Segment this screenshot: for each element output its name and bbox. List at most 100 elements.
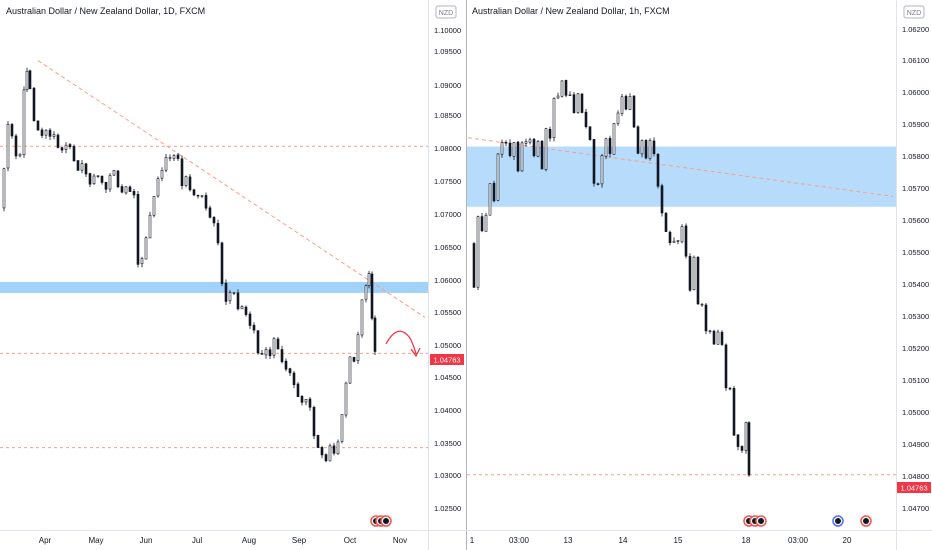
candle-body bbox=[588, 126, 592, 140]
candle-body bbox=[616, 112, 620, 124]
candle-body bbox=[192, 189, 196, 196]
candle-body bbox=[488, 183, 492, 216]
left-time-axis[interactable]: Apr May Jun Jul Aug Sep Oct Nov bbox=[39, 536, 407, 545]
left-event-markers[interactable] bbox=[370, 515, 392, 527]
candle-body bbox=[208, 207, 212, 218]
candle-body bbox=[552, 98, 556, 138]
trendline bbox=[37, 60, 426, 318]
left-x-tick: Apr bbox=[39, 536, 52, 545]
supply-zone bbox=[0, 281, 428, 293]
candle-body bbox=[692, 256, 696, 291]
left-candles bbox=[2, 67, 377, 463]
right-price-axis[interactable]: 1.06200 1.06100 1.06000 1.05900 1.05800 … bbox=[902, 25, 929, 513]
candle-body bbox=[240, 306, 244, 310]
right-x-tick: 13 bbox=[564, 536, 573, 545]
right-candles bbox=[472, 79, 751, 477]
left-last-price-label: 1.04763 bbox=[433, 356, 460, 365]
candle-body bbox=[144, 237, 148, 260]
candle-body bbox=[504, 142, 508, 144]
right-chart-title: Australian Dollar / New Zealand Dollar, … bbox=[472, 6, 670, 16]
candle-body bbox=[104, 181, 108, 190]
candle-body bbox=[476, 216, 480, 288]
candle-body bbox=[232, 292, 236, 294]
candle-body bbox=[312, 406, 316, 437]
left-x-tick: Nov bbox=[393, 536, 407, 545]
candle-body bbox=[320, 447, 324, 456]
candle-body bbox=[32, 87, 36, 122]
candle-body bbox=[68, 144, 72, 148]
candle-body bbox=[212, 216, 216, 224]
left-x-tick: May bbox=[88, 536, 103, 545]
candle-body bbox=[28, 70, 32, 90]
right-event-markers[interactable] bbox=[743, 515, 872, 527]
right-x-tick: 14 bbox=[619, 536, 628, 545]
left-x-tick: Jun bbox=[140, 536, 153, 545]
left-y-tick: 1.03000 bbox=[434, 471, 461, 480]
candle-body bbox=[576, 93, 580, 113]
left-y-tick: 1.07000 bbox=[434, 210, 461, 219]
left-y-tick: 1.09000 bbox=[434, 81, 461, 90]
candle-body bbox=[128, 186, 132, 192]
right-currency-label: NZD bbox=[907, 10, 921, 17]
candle-body bbox=[96, 175, 100, 177]
candle-body bbox=[140, 258, 144, 265]
left-y-tick: 1.08000 bbox=[434, 144, 461, 153]
left-y-tick: 1.09500 bbox=[434, 47, 461, 56]
candle-body bbox=[496, 153, 500, 201]
right-y-tick: 1.05700 bbox=[902, 184, 929, 193]
right-y-tick: 1.04800 bbox=[902, 472, 929, 481]
candle-body bbox=[744, 422, 748, 451]
candle-body bbox=[508, 142, 512, 156]
candle-body bbox=[184, 176, 188, 186]
candle-body bbox=[600, 155, 604, 185]
candle-body bbox=[168, 157, 172, 159]
left-y-tick: 1.04000 bbox=[434, 406, 461, 415]
left-price-axis[interactable]: 1.10000 1.09500 1.09000 1.08500 1.08000 … bbox=[434, 26, 461, 513]
right-chart-overlays bbox=[467, 137, 896, 476]
right-currency-badge[interactable]: NZD bbox=[903, 5, 925, 19]
right-y-tick: 1.06200 bbox=[902, 25, 929, 34]
candle-body bbox=[204, 195, 208, 209]
event-marker-dot bbox=[383, 518, 389, 524]
candle-body bbox=[544, 128, 548, 170]
right-y-tick: 1.05900 bbox=[902, 120, 929, 129]
candle-body bbox=[524, 141, 528, 144]
candle-body bbox=[18, 153, 22, 157]
right-x-tick: 03:00 bbox=[509, 536, 530, 545]
candle-body bbox=[304, 398, 308, 403]
candle-body bbox=[632, 95, 636, 128]
candle-body bbox=[732, 388, 736, 436]
candle-body bbox=[88, 173, 92, 185]
candle-body bbox=[484, 214, 488, 232]
candle-body bbox=[620, 96, 624, 114]
candle-body bbox=[164, 157, 168, 171]
candle-body bbox=[724, 344, 728, 389]
right-y-tick: 1.05600 bbox=[902, 216, 929, 225]
event-marker-dot bbox=[758, 518, 764, 524]
right-x-tick: 15 bbox=[674, 536, 683, 545]
right-y-tick: 1.05000 bbox=[902, 408, 929, 417]
candle-body bbox=[668, 231, 672, 243]
candle-body bbox=[100, 175, 104, 183]
candle-body bbox=[336, 441, 340, 454]
candle-body bbox=[148, 214, 152, 239]
candle-body bbox=[296, 383, 300, 397]
candle-body bbox=[604, 138, 608, 157]
candle-body bbox=[60, 147, 64, 151]
left-currency-badge-box bbox=[435, 5, 457, 19]
candle-body bbox=[220, 242, 224, 285]
candle-body bbox=[10, 124, 14, 137]
candle-body bbox=[48, 129, 52, 137]
candle-body bbox=[280, 349, 284, 363]
right-time-axis[interactable]: 1 03:00 13 14 15 18 03:00 20 bbox=[470, 536, 852, 545]
candle-body bbox=[236, 292, 240, 310]
candle-body bbox=[64, 144, 68, 150]
candle-body bbox=[652, 140, 656, 155]
candle-body bbox=[520, 142, 524, 172]
left-currency-badge[interactable]: NZD bbox=[435, 5, 457, 19]
candle-body bbox=[564, 80, 568, 96]
candle-body bbox=[40, 129, 44, 136]
right-x-tick: 18 bbox=[742, 536, 751, 545]
candle-body bbox=[288, 368, 292, 374]
